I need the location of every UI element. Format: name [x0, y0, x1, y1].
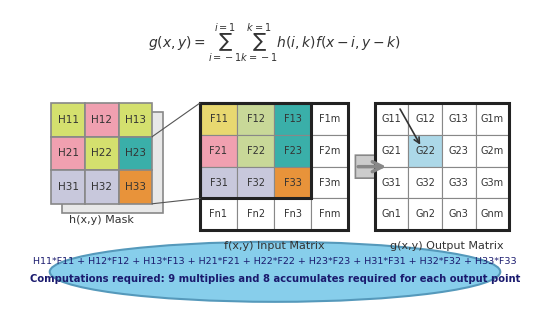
Bar — [442, 198, 476, 230]
Text: H13: H13 — [125, 115, 146, 125]
Text: G11: G11 — [382, 114, 402, 124]
Text: H11: H11 — [58, 115, 79, 125]
Text: Fn1: Fn1 — [210, 209, 228, 219]
Bar — [274, 135, 311, 167]
Bar — [274, 167, 311, 198]
Text: Gn1: Gn1 — [382, 209, 402, 219]
Bar — [476, 135, 509, 167]
Bar — [375, 198, 409, 230]
Ellipse shape — [50, 242, 501, 302]
Bar — [311, 198, 348, 230]
Text: H11*F11 + H12*F12 + H13*F13 + H21*F21 + H22*F22 + H23*F23 + H31*F31 + H32*F32 + : H11*F11 + H12*F12 + H13*F13 + H21*F21 + … — [33, 257, 517, 266]
Bar — [442, 103, 476, 135]
Text: G21: G21 — [382, 146, 402, 156]
FancyBboxPatch shape — [62, 112, 163, 213]
Bar — [409, 103, 442, 135]
Text: H32: H32 — [91, 182, 112, 192]
Text: Computations required: 9 multiplies and 8 accumulates required for each output p: Computations required: 9 multiplies and … — [30, 274, 520, 284]
Bar — [274, 198, 311, 230]
Bar — [311, 135, 348, 167]
Bar — [119, 137, 152, 170]
Text: H33: H33 — [125, 182, 146, 192]
Bar — [409, 167, 442, 198]
Text: G2m: G2m — [481, 146, 504, 156]
Bar — [442, 167, 476, 198]
Bar — [119, 170, 152, 204]
Bar — [311, 167, 348, 198]
Text: F13: F13 — [284, 114, 301, 124]
Text: H12: H12 — [91, 115, 112, 125]
Text: F2m: F2m — [319, 146, 340, 156]
Text: Gnm: Gnm — [481, 209, 504, 219]
Bar — [476, 167, 509, 198]
Bar — [119, 103, 152, 137]
Text: G13: G13 — [449, 114, 469, 124]
Bar — [442, 135, 476, 167]
Bar — [237, 135, 274, 167]
Bar — [237, 103, 274, 135]
Bar — [52, 170, 85, 204]
Text: H22: H22 — [91, 149, 112, 158]
Text: H21: H21 — [58, 149, 79, 158]
Text: F31: F31 — [210, 177, 227, 188]
Text: G23: G23 — [449, 146, 469, 156]
Text: F3m: F3m — [319, 177, 340, 188]
Text: F21: F21 — [210, 146, 228, 156]
Bar — [237, 167, 274, 198]
Text: Gn2: Gn2 — [415, 209, 435, 219]
Bar — [375, 135, 409, 167]
Text: F1m: F1m — [319, 114, 340, 124]
Text: h(x,y) Mask: h(x,y) Mask — [69, 215, 134, 225]
Bar — [375, 103, 509, 230]
Text: F11: F11 — [210, 114, 227, 124]
Text: F22: F22 — [246, 146, 265, 156]
Bar — [85, 103, 119, 137]
Text: $g(x,y)=\sum_{i=-1}^{i=1}\sum_{k=-1}^{k=1}h(i,k)f(x-i,y-k)$: $g(x,y)=\sum_{i=-1}^{i=1}\sum_{k=-1}^{k=… — [148, 22, 402, 66]
Text: Fn2: Fn2 — [246, 209, 265, 219]
Text: G31: G31 — [382, 177, 402, 188]
Text: F23: F23 — [284, 146, 301, 156]
Bar — [85, 137, 119, 170]
Text: Fnm: Fnm — [319, 209, 340, 219]
Text: F33: F33 — [284, 177, 301, 188]
Text: H23: H23 — [125, 149, 146, 158]
Bar — [375, 103, 409, 135]
Bar — [85, 170, 119, 204]
Text: Fn3: Fn3 — [284, 209, 301, 219]
Text: Gn3: Gn3 — [449, 209, 469, 219]
Text: f(x,y) Input Matrix: f(x,y) Input Matrix — [224, 241, 324, 251]
FancyArrow shape — [355, 153, 387, 181]
Bar — [200, 135, 237, 167]
Text: H31: H31 — [58, 182, 79, 192]
Bar — [409, 135, 442, 167]
Bar — [52, 137, 85, 170]
Text: G12: G12 — [415, 114, 435, 124]
Bar — [200, 167, 237, 198]
Bar — [476, 198, 509, 230]
Bar — [200, 198, 237, 230]
Bar — [52, 103, 85, 137]
Text: G3m: G3m — [481, 177, 504, 188]
Bar — [274, 103, 311, 135]
Bar — [311, 103, 348, 135]
Bar — [375, 167, 409, 198]
Bar — [476, 103, 509, 135]
Text: F32: F32 — [246, 177, 265, 188]
Bar — [237, 198, 274, 230]
Text: G32: G32 — [415, 177, 435, 188]
Bar — [200, 103, 311, 198]
Text: g(x,y) Output Matrix: g(x,y) Output Matrix — [389, 241, 503, 251]
Bar — [200, 103, 348, 230]
Text: G1m: G1m — [481, 114, 504, 124]
Text: G22: G22 — [415, 146, 435, 156]
Bar — [200, 103, 237, 135]
Bar — [409, 198, 442, 230]
Text: F12: F12 — [246, 114, 265, 124]
Text: G33: G33 — [449, 177, 469, 188]
